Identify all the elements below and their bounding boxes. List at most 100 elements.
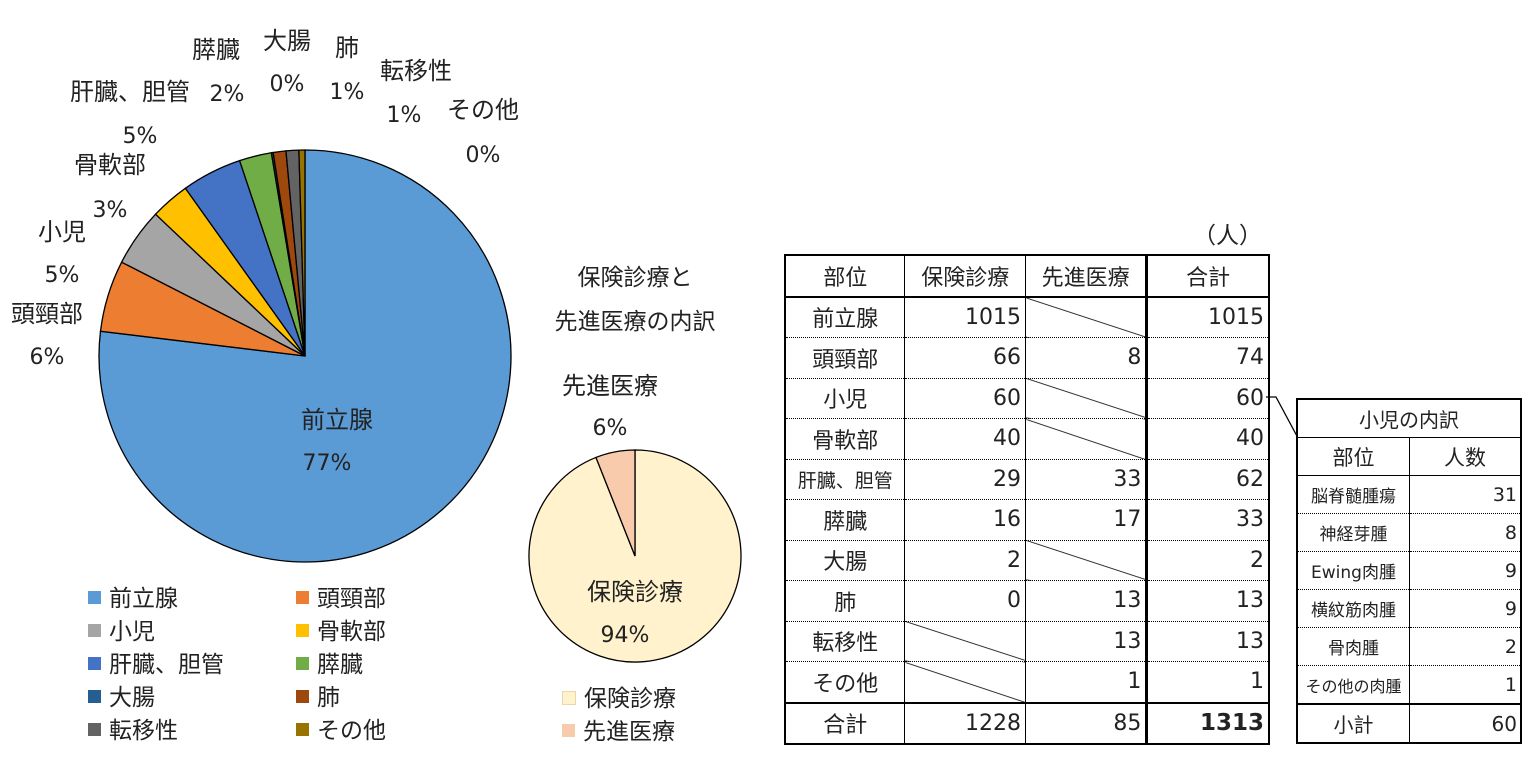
small-pie-label-name: 保険診療: [587, 578, 683, 606]
table-row: 前立腺 1015 1015: [784, 296, 1270, 338]
cell-insurance: 1015: [904, 296, 1026, 338]
cell-insurance: 16: [904, 499, 1026, 541]
cell-insurance: 66: [904, 337, 1026, 379]
connector-line: [1266, 396, 1299, 439]
cell-grand-total: 1313: [1145, 701, 1270, 744]
sub-cell-name: 神経芽腫: [1296, 513, 1410, 552]
sub-header-count: 人数: [1409, 437, 1522, 476]
legend-label: 大腸: [109, 685, 155, 711]
legend-item-other: その他: [296, 715, 386, 748]
legend-swatch-lung: [296, 690, 309, 703]
pie-label-value: 6%: [30, 345, 65, 370]
cell-part: 転移性: [784, 621, 906, 662]
legend-swatch-liver: [88, 657, 101, 670]
legend-label: 肺: [317, 685, 340, 711]
header-advanced: 先進医療: [1024, 255, 1148, 298]
legend-item-liver: 肝臓、胆管: [88, 649, 224, 682]
main-pie-chart: 前立腺77%頭頸部6%小児5%骨軟部3%肝臓、胆管5%膵臓2%大腸0%肺1%転移…: [11, 27, 519, 563]
cell-advanced-total: 85: [1024, 701, 1148, 744]
legend-item-pediatric: 小児: [88, 616, 155, 649]
legend-label: 小児: [109, 619, 155, 645]
cell-part: 小児: [784, 378, 906, 419]
sub-cell-count: 1: [1409, 665, 1522, 705]
legend-label: その他: [317, 718, 386, 744]
pie-label-name: 転移性: [380, 57, 452, 85]
pie-label-name: 膵臓: [192, 36, 240, 64]
legend-label: 保険診療: [584, 686, 676, 712]
cell-total: 13: [1145, 621, 1270, 662]
small-pie-label-value: 6%: [593, 416, 628, 441]
cell-insurance: 2: [904, 540, 1026, 581]
table-row: 頭頸部 66 8 74: [784, 337, 1270, 379]
cell-part: 肺: [784, 580, 906, 622]
table-row: 転移性 13 13: [784, 621, 1270, 662]
sub-cell-count: 31: [1409, 475, 1522, 514]
cell-advanced-empty: [1024, 540, 1148, 581]
legend-item-advanced: 先進医療: [562, 716, 675, 749]
pie-slice-9: [298, 149, 306, 357]
cell-insurance-empty: [904, 661, 1026, 703]
sub-cell-name: Ewing肉腫: [1296, 551, 1410, 590]
sub-table-row: 神経芽腫 8: [1296, 513, 1522, 552]
table-row: 肝臓、胆管 29 33 62: [784, 459, 1270, 500]
small-pie-title-line-2: 先進医療の内訳: [554, 309, 716, 335]
sub-cell-total-count: 60: [1409, 703, 1522, 743]
table-row: その他 1 1: [784, 661, 1270, 703]
cell-advanced: 1: [1024, 661, 1148, 703]
cell-total: 60: [1145, 378, 1270, 419]
cell-total: 13: [1145, 580, 1270, 622]
cell-total: 40: [1145, 418, 1270, 460]
sub-table-row: 横紋筋肉腫 9: [1296, 589, 1522, 628]
sub-table-title-row: 小児の内訳: [1296, 399, 1522, 438]
pie-label-value: 1%: [330, 80, 365, 105]
cell-part: 前立腺: [784, 296, 906, 338]
sub-table-row: Ewing肉腫 9: [1296, 551, 1522, 590]
pie-label-value: 0%: [270, 72, 305, 97]
header-total: 合計: [1145, 255, 1270, 298]
legend-item-lung: 肺: [296, 682, 340, 715]
unit-label: （人）: [1193, 223, 1262, 249]
cell-insurance-empty: [904, 621, 1026, 662]
cell-advanced: 17: [1024, 499, 1148, 541]
sub-cell-count: 9: [1409, 589, 1522, 628]
cell-insurance: 0: [904, 580, 1026, 622]
cell-insurance: 29: [904, 459, 1026, 500]
pie-label-value: 1%: [387, 103, 422, 128]
legend-label: 骨軟部: [317, 619, 386, 645]
legend-item-pancreas: 膵臓: [296, 649, 363, 682]
sub-cell-name: その他の肉腫: [1296, 665, 1410, 705]
header-part: 部位: [784, 255, 906, 298]
legend-swatch-colon: [88, 690, 101, 703]
sub-table-total-row: 小計 60: [1296, 703, 1522, 743]
legend-swatch-advanced: [562, 724, 575, 737]
cell-part: 肝臓、胆管: [784, 459, 906, 500]
pie-slice-0: [98, 149, 512, 563]
cell-part-total: 合計: [784, 701, 906, 744]
legend-swatch-other: [296, 723, 309, 736]
small-pie-label-value: 94%: [601, 623, 650, 648]
cell-advanced: 13: [1024, 621, 1148, 662]
cell-total: 2: [1145, 540, 1270, 581]
table-row: 肺 0 13 13: [784, 580, 1270, 622]
table-row: 大腸 2 2: [784, 540, 1270, 581]
small-pie-label-name: 先進医療: [562, 372, 658, 400]
sub-table-header-row: 部位 人数: [1296, 437, 1522, 476]
small-pie-title: 保険診療と 先進医療の内訳: [540, 256, 730, 344]
cell-part: 骨軟部: [784, 418, 906, 460]
legend-swatch-prostate: [88, 591, 101, 604]
legend-label: 前立腺: [109, 586, 178, 612]
table-row: 小児 60 60: [784, 378, 1270, 419]
pediatric-connector: [1266, 396, 1299, 439]
legend-label: 転移性: [109, 718, 178, 744]
cell-total: 1015: [1145, 296, 1270, 338]
cell-total: 33: [1145, 499, 1270, 541]
pie-label-name: 頭頸部: [11, 300, 83, 328]
sub-table-row: その他の肉腫 1: [1296, 665, 1522, 705]
pie-label-value: 2%: [210, 82, 245, 107]
pie-label-name: 前立腺: [301, 406, 373, 434]
cell-advanced-empty: [1024, 378, 1148, 419]
sub-table-row: 骨肉腫 2: [1296, 627, 1522, 666]
pie-label-value: 5%: [45, 263, 80, 288]
cell-part: 大腸: [784, 540, 906, 581]
cell-insurance: 60: [904, 378, 1026, 419]
